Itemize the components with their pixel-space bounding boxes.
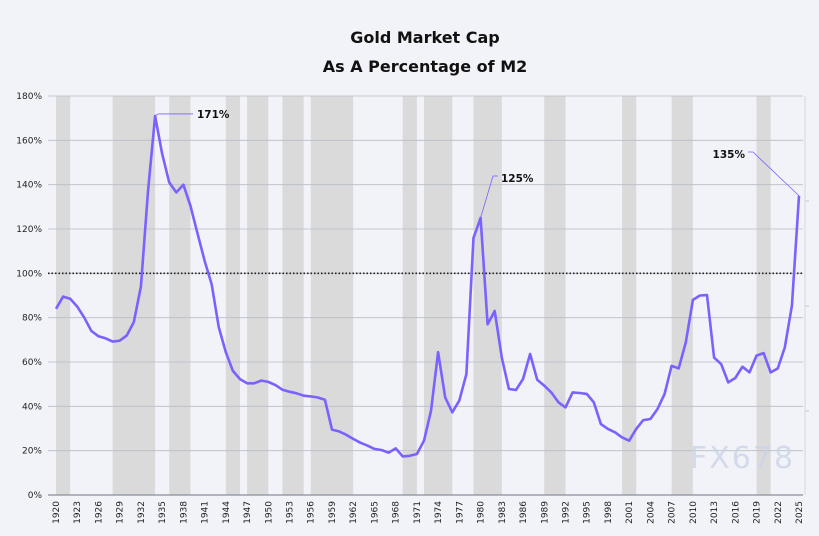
x-tick-label: 1956 (307, 501, 317, 524)
x-tick-label: 1935 (158, 501, 168, 524)
gridlines (48, 95, 809, 496)
y-tick-label: 100% (16, 269, 42, 279)
x-tick-label: 1926 (94, 501, 104, 524)
y-axis-ticks: 0% 20% 40% 60% 80% 100% 120% 140% 160% 180% (16, 92, 42, 501)
shaded-period (423, 96, 453, 495)
shaded-period (225, 96, 240, 495)
x-tick-label: 1944 (222, 501, 232, 524)
x-tick-label: 1938 (179, 501, 189, 524)
watermark: FX678 (690, 441, 795, 476)
x-tick-label: 1959 (328, 501, 338, 524)
y-tick-label: 80% (22, 314, 42, 324)
shaded-period (282, 96, 304, 495)
x-tick-label: 2001 (625, 501, 635, 524)
x-tick-label: 1986 (519, 501, 529, 524)
x-tick-label: 2010 (689, 501, 699, 524)
x-tick-label: 1953 (286, 501, 296, 524)
x-tick-label: 1977 (455, 501, 465, 524)
x-tick-label: 1995 (583, 501, 593, 524)
y-tick-label: 120% (16, 225, 42, 235)
x-tick-label: 1962 (349, 501, 359, 524)
x-tick-label: 2007 (668, 501, 678, 524)
x-tick-label: 1989 (540, 501, 550, 524)
x-tick-label: 1947 (243, 501, 253, 524)
x-tick-label: 1992 (561, 501, 571, 524)
y-tick-label: 0% (28, 491, 43, 501)
x-tick-label: 1929 (116, 501, 126, 524)
x-tick-label: 1920 (52, 501, 62, 524)
annotation-label: 125% (501, 173, 534, 185)
x-tick-label: 1968 (392, 501, 402, 524)
y-tick-label: 140% (16, 181, 42, 191)
shaded-period (112, 96, 156, 495)
annotation-leader (154, 113, 193, 117)
x-axis-ticks: 1920 1923 1926 1929 1932 1935 1938 1941 1944 1947… (52, 501, 805, 524)
x-tick-label: 2025 (795, 501, 805, 524)
x-tick-label: 1998 (604, 501, 614, 524)
x-tick-label: 1965 (370, 501, 380, 524)
annotation-label: 135% (713, 149, 746, 161)
y-tick-label: 60% (22, 358, 42, 368)
x-tick-label: 1941 (201, 501, 211, 524)
shaded-period (402, 96, 417, 495)
x-tick-label: 1923 (73, 501, 83, 524)
shaded-period (756, 96, 771, 495)
x-tick-label: 1950 (264, 501, 274, 524)
x-tick-label: 2019 (753, 501, 763, 524)
series-line (54, 114, 801, 458)
x-tick-label: 2022 (774, 501, 784, 524)
y-tick-label: 20% (22, 447, 42, 457)
shaded-period (169, 96, 191, 495)
x-tick-label: 2016 (731, 501, 741, 524)
x-tick-label: 1980 (477, 501, 487, 524)
chart-subtitle: As A Percentage of M2 (323, 57, 528, 76)
annotation-label: 171% (197, 109, 230, 121)
annotations: 171% 125% 135% (154, 109, 800, 219)
series-layer (54, 114, 801, 458)
x-tick-label: 1971 (413, 501, 423, 524)
shaded-period (544, 96, 566, 495)
annotation-leader (480, 175, 498, 219)
annotation-leader (748, 151, 800, 197)
shaded-period (622, 96, 637, 495)
y-tick-label: 40% (22, 402, 42, 412)
shaded-period (473, 96, 502, 495)
x-tick-label: 2013 (710, 501, 720, 524)
y-tick-label: 180% (16, 92, 42, 102)
shaded-period (671, 96, 693, 495)
x-tick-label: 1974 (434, 501, 444, 524)
x-tick-label: 1932 (137, 501, 147, 524)
x-tick-label: 2004 (646, 501, 656, 524)
chart-title: Gold Market Cap (350, 28, 500, 47)
shaded-period (247, 96, 269, 495)
x-tick-label: 1983 (498, 501, 508, 524)
y-tick-label: 160% (16, 136, 42, 146)
